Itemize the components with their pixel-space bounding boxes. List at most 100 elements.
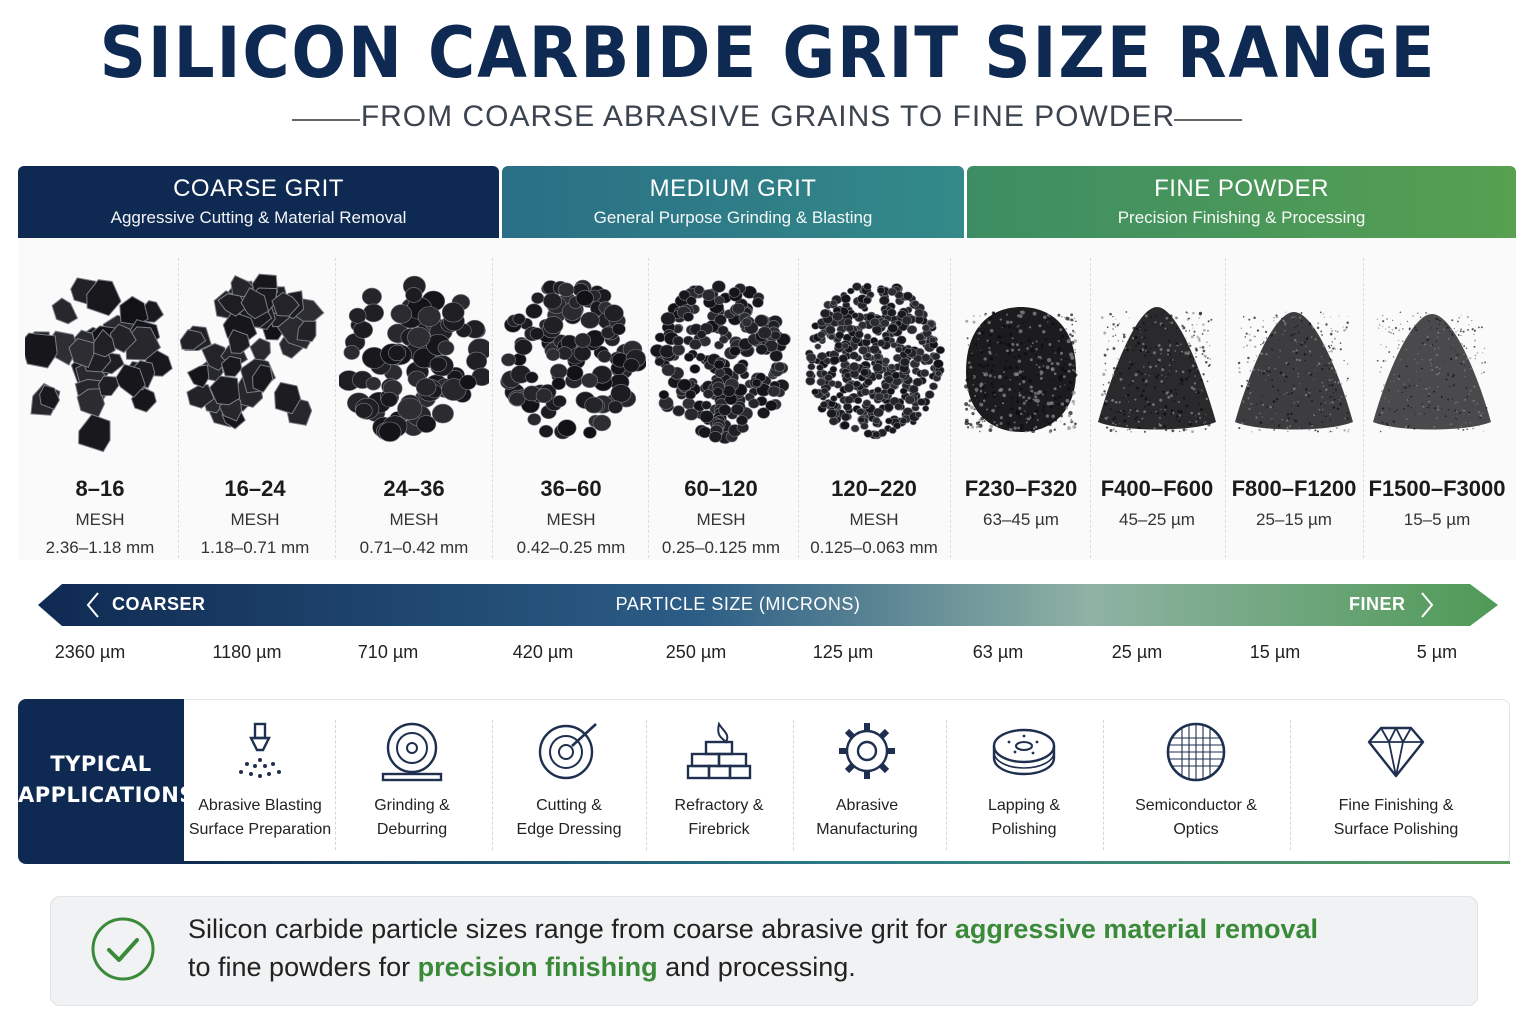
- grit-size-label: F1500–F3000: [1368, 476, 1506, 501]
- summary-text: Silicon carbide particle sizes range fro…: [188, 910, 1318, 986]
- scale-tick-label: 25 µm: [1111, 642, 1163, 662]
- category-description: Precision Finishing & Processing: [1117, 208, 1366, 227]
- application-label-line2: Optics: [1173, 821, 1219, 838]
- scale-center-label: PARTICLE SIZE (MICRONS): [615, 594, 861, 614]
- grit-size-label: 16–24: [224, 476, 286, 501]
- grit-unit-label: MESH: [696, 510, 746, 529]
- application-label-line1: Abrasive: [835, 797, 899, 814]
- scale-tick-label: 125 µm: [812, 642, 874, 662]
- application-item: Refractory & Firebrick: [639, 720, 799, 842]
- grit-sample-image: [799, 262, 949, 452]
- application-item: Cutting & Edge Dressing: [489, 720, 649, 842]
- grit-sample-image: [1367, 262, 1507, 452]
- category-fine-powder: FINE POWDER Precision Finishing & Proces…: [967, 166, 1516, 238]
- scale-tick-label: 1180 µm: [212, 642, 282, 662]
- application-divider: [646, 720, 647, 850]
- application-item: Abrasive Manufacturing: [787, 720, 947, 842]
- application-item: Fine Finishing & Surface Polishing: [1316, 720, 1476, 842]
- grit-sample-image: [25, 262, 175, 452]
- grit-size-label: 36–60: [540, 476, 602, 501]
- grid-column-divider: [492, 258, 493, 558]
- scale-left-label: COARSER: [112, 594, 206, 614]
- grit-unit-label: MESH: [546, 510, 596, 529]
- page-title: SILICON CARBIDE GRIT SIZE RANGE: [99, 12, 1437, 94]
- powder-pile-icon: [1235, 311, 1353, 433]
- grit-size-label: F400–F600: [1100, 476, 1214, 501]
- category-name: FINE POWDER: [1154, 175, 1329, 202]
- grit-sample-image: [1092, 262, 1222, 452]
- application-label-line1: Fine Finishing &: [1338, 797, 1454, 814]
- summary-highlight-material-removal: aggressive material removal: [954, 914, 1319, 944]
- grit-sample-image: [956, 262, 1086, 452]
- grit-unit-label: MESH: [230, 510, 280, 529]
- application-divider: [946, 720, 947, 850]
- application-label-line2: Deburring: [376, 821, 448, 838]
- grit-unit-label: 25–15 µm: [1256, 510, 1332, 529]
- diamond-icon: [1367, 726, 1425, 778]
- scale-tick-label: 2360 µm: [54, 642, 126, 662]
- summary-text-part2: to fine powders for: [188, 952, 418, 982]
- applications-panel: [18, 699, 1510, 864]
- application-divider: [1103, 720, 1104, 850]
- application-label-line1: Lapping &: [987, 797, 1061, 814]
- grid-column-divider: [178, 258, 179, 558]
- category-description: General Purpose Grinding & Blasting: [593, 208, 873, 227]
- grid-column-divider: [1363, 258, 1364, 558]
- powder-pile-icon: [1098, 307, 1216, 434]
- grain-pile-icon: [25, 277, 173, 452]
- grid-column-divider: [1090, 258, 1091, 558]
- particle-size-scale-bar: [38, 584, 1498, 626]
- cutting-disc-icon: [538, 723, 597, 780]
- grid-column-divider: [335, 258, 336, 558]
- applications-heading-line2: APPLICATIONS: [18, 783, 195, 807]
- scale-tick-label: 420 µm: [512, 642, 574, 662]
- grid-column-divider: [1225, 258, 1226, 558]
- grit-size-label: 60–120: [684, 476, 758, 501]
- scale-tick-label: 250 µm: [665, 642, 727, 662]
- grit-size-label: 8–16: [75, 476, 125, 501]
- grit-unit-label: MESH: [849, 510, 899, 529]
- grid-column-divider: [950, 258, 951, 558]
- grit-mm-range: 0.42–0.25 mm: [516, 538, 626, 557]
- grit-size-label: 120–220: [831, 476, 917, 501]
- summary-highlight-precision-finishing: precision finishing: [417, 952, 658, 982]
- category-description: Aggressive Cutting & Material Removal: [110, 208, 407, 227]
- grit-sample-image: [180, 262, 330, 452]
- spray-nozzle-icon: [239, 722, 281, 778]
- grinding-wheel-icon: [381, 722, 443, 782]
- application-label-line1: Semiconductor &: [1135, 797, 1257, 814]
- grit-mm-range: 2.36–1.18 mm: [45, 538, 155, 557]
- application-label-line2: Surface Polishing: [1333, 821, 1459, 838]
- application-label-line1: Abrasive Blasting: [198, 797, 322, 814]
- grit-unit-label: MESH: [389, 510, 439, 529]
- category-name: COARSE GRIT: [173, 175, 344, 202]
- grit-sample-image: [339, 262, 489, 452]
- application-item: Semiconductor & Optics: [1116, 720, 1276, 842]
- page-subtitle: FROM COARSE ABRASIVE GRAINS TO FINE POWD…: [360, 100, 1176, 133]
- applications-heading-line1: TYPICAL: [50, 752, 152, 776]
- application-label-line2: Firebrick: [688, 821, 750, 838]
- applications-underline: [184, 861, 1510, 864]
- application-divider: [793, 720, 794, 850]
- subtitle-divider-right: [1174, 119, 1242, 121]
- grain-pile-icon: [805, 282, 945, 440]
- application-label-line1: Grinding &: [374, 797, 450, 814]
- application-item: Lapping & Polishing: [944, 720, 1104, 842]
- grit-sample-image: [496, 262, 646, 452]
- grain-pile-icon: [500, 279, 646, 440]
- application-divider: [492, 720, 493, 850]
- application-label-line2: Edge Dressing: [516, 821, 622, 838]
- category-name: MEDIUM GRIT: [649, 175, 817, 202]
- subtitle-row: FROM COARSE ABRASIVE GRAINS TO FINE POWD…: [0, 100, 1536, 140]
- grit-unit-label: 15–5 µm: [1403, 510, 1471, 529]
- grit-sample-image: [646, 262, 796, 452]
- grit-mm-range: 0.71–0.42 mm: [359, 538, 469, 557]
- scale-right-label: FINER: [1349, 594, 1406, 614]
- summary-text-part1: Silicon carbide particle sizes range fro…: [188, 914, 955, 944]
- grit-unit-label: MESH: [75, 510, 125, 529]
- powder-pile-icon: [1373, 311, 1491, 433]
- applications-heading: TYPICAL APPLICATIONS: [18, 699, 194, 864]
- grit-sample-image: [1229, 262, 1359, 452]
- application-label-line1: Cutting &: [536, 797, 602, 814]
- grit-unit-label: 63–45 µm: [983, 510, 1059, 529]
